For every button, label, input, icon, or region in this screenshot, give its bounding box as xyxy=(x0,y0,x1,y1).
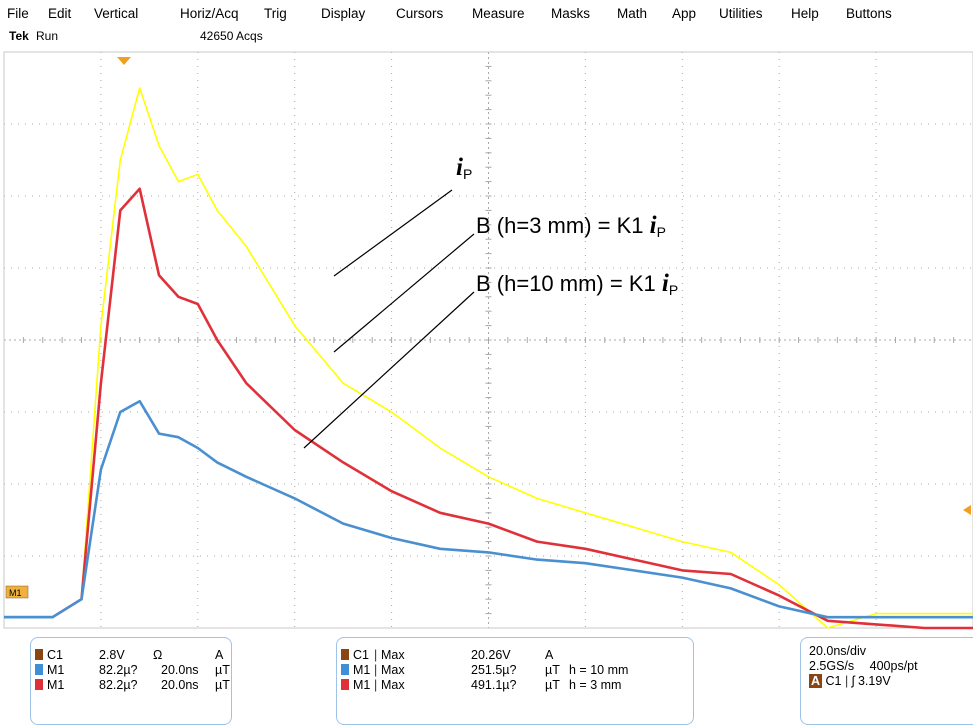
waveform-display[interactable]: M1 xyxy=(0,44,973,632)
acquisition-count: 42650 Acqs xyxy=(200,29,263,43)
menu-help[interactable]: Help xyxy=(791,6,819,21)
menu-horiz-acq[interactable]: Horiz/Acq xyxy=(180,6,239,21)
measurement-unit: µT xyxy=(545,663,560,677)
measurement-source: M1 xyxy=(353,678,371,692)
measurement-separator: | xyxy=(374,648,378,662)
measurement-separator: | xyxy=(374,678,378,692)
trigger-source: C1 xyxy=(825,674,842,688)
brand-label: Tek xyxy=(9,29,29,43)
sample-rate: 2.5GS/s xyxy=(809,659,855,673)
measurement-type: Max xyxy=(381,663,405,677)
menu-app[interactable]: App xyxy=(672,6,697,21)
menu-file[interactable]: File xyxy=(7,6,29,21)
measurement-type: Max xyxy=(381,678,405,692)
trigger-slope-icon: ʃ xyxy=(851,674,855,688)
measurement-note: h = 10 mm xyxy=(569,663,629,677)
channel-unit: µT xyxy=(215,663,230,677)
trigger-mode-badge: A xyxy=(809,674,823,688)
measurement-value: 251.5µ? xyxy=(471,663,517,677)
channel-name: M1 xyxy=(47,663,65,677)
m1-red-swatch xyxy=(35,679,43,690)
menu-math[interactable]: Math xyxy=(617,6,648,21)
annotation-b-3mm: B (h=3 mm) = K1 iP xyxy=(476,212,666,240)
trigger-level: 3.19V xyxy=(857,674,891,688)
graticule xyxy=(3,51,973,629)
menu-buttons[interactable]: Buttons xyxy=(846,6,892,21)
menu-bar: File Edit Vertical Horiz/Acq Trig Displa… xyxy=(0,0,973,30)
waveform-traces xyxy=(4,87,973,630)
measurement-value: 491.1µ? xyxy=(471,678,517,692)
channel-row-m1-red[interactable]: M1 82.2µ? 20.0ns µT xyxy=(35,678,230,692)
channel-row-c1[interactable]: C1 2.8V Ω A xyxy=(35,648,223,662)
trigger-level-icon[interactable] xyxy=(963,505,971,515)
m1-blue-swatch xyxy=(341,664,349,675)
channel-unit: A xyxy=(215,648,224,662)
annotation-ip: iP xyxy=(456,154,473,182)
measurement-separator: | xyxy=(374,663,378,677)
sample-rate-row: 2.5GS/s 400ps/pt xyxy=(809,659,918,673)
trigger-separator: | xyxy=(844,674,849,688)
measurement-unit: µT xyxy=(545,678,560,692)
measurement-type: Max xyxy=(381,648,405,662)
trigger-row[interactable]: A C1 | ʃ 3.19V xyxy=(809,674,891,688)
measurement-source: M1 xyxy=(353,663,371,677)
channel-scale: 82.2µ? xyxy=(99,663,138,677)
menu-cursors[interactable]: Cursors xyxy=(396,6,444,21)
graticule-border xyxy=(3,51,973,629)
measurements-panel[interactable]: C1 | Max 20.26V A M1 | Max 251.5µ? µT h … xyxy=(336,637,694,725)
record-resolution: 400ps/pt xyxy=(869,659,918,673)
m1-red-swatch xyxy=(341,679,349,690)
channel-timebase: 20.0ns xyxy=(161,678,199,692)
acquisition-status-line: Tek Run 42650 Acqs xyxy=(0,29,973,44)
menu-display[interactable]: Display xyxy=(321,6,366,21)
measurement-row-c1[interactable]: C1 | Max 20.26V A xyxy=(341,648,553,662)
menu-edit[interactable]: Edit xyxy=(48,6,72,21)
trigger-position-icon[interactable] xyxy=(117,57,131,65)
measurement-source: C1 xyxy=(353,648,369,662)
leader-line-b-10mm xyxy=(303,291,475,449)
leader-line-b-3mm xyxy=(333,233,475,353)
timebase-panel[interactable]: 20.0ns/div 2.5GS/s 400ps/pt A C1 | ʃ 3.1… xyxy=(800,637,973,725)
menu-utilities[interactable]: Utilities xyxy=(719,6,763,21)
m1-reference-label: M1 xyxy=(9,588,22,598)
horizontal-scale: 20.0ns/div xyxy=(809,644,866,658)
menu-measure[interactable]: Measure xyxy=(472,6,525,21)
channel-name: C1 xyxy=(47,648,63,662)
annotation-b-10mm: B (h=10 mm) = K1 iP xyxy=(476,270,679,298)
m1-reference-marker[interactable] xyxy=(5,585,29,599)
channel-impedance: Ω xyxy=(153,648,163,662)
measurement-value: 20.26V xyxy=(471,648,511,662)
measurement-row-m1-red[interactable]: M1 | Max 491.1µ? µT h = 3 mm xyxy=(341,678,621,692)
channel-settings-panel[interactable]: C1 2.8V Ω A M1 82.2µ? 20.0ns µT M1 82.2µ… xyxy=(30,637,232,725)
b-10mm-trace xyxy=(4,399,973,619)
channel-name: M1 xyxy=(47,678,65,692)
m1-blue-swatch xyxy=(35,664,43,675)
measurement-row-m1-blue[interactable]: M1 | Max 251.5µ? µT h = 10 mm xyxy=(341,663,628,677)
menu-vertical[interactable]: Vertical xyxy=(94,6,139,21)
leader-line-ip xyxy=(333,189,453,277)
c1-swatch xyxy=(341,649,349,660)
measurement-note: h = 3 mm xyxy=(569,678,622,692)
channel-scale: 82.2µ? xyxy=(99,678,138,692)
run-state: Run xyxy=(36,29,59,43)
ip-trace xyxy=(4,87,973,629)
c1-swatch xyxy=(35,649,43,660)
annotation-leader-lines xyxy=(303,189,475,449)
channel-row-m1-blue[interactable]: M1 82.2µ? 20.0ns µT xyxy=(35,663,230,677)
channel-unit: µT xyxy=(215,678,230,692)
measurement-unit: A xyxy=(545,648,554,662)
channel-timebase: 20.0ns xyxy=(161,663,199,677)
b-3mm-trace xyxy=(4,187,973,630)
menu-masks[interactable]: Masks xyxy=(551,6,591,21)
channel-scale: 2.8V xyxy=(99,648,125,662)
menu-trig[interactable]: Trig xyxy=(264,6,287,21)
